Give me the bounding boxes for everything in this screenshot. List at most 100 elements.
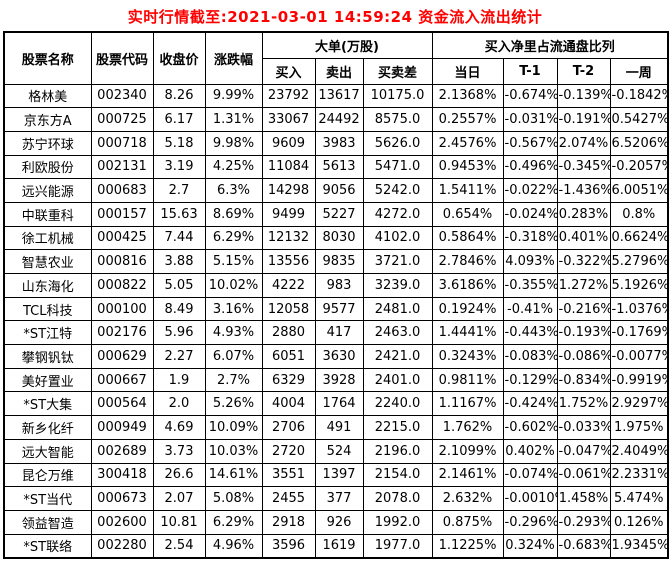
ratio-today-cell: 0.9811% bbox=[431, 367, 504, 393]
buy-volume-cell: 3551 bbox=[261, 462, 316, 488]
change-pct-cell: 3.16% bbox=[204, 296, 263, 322]
col-group-net-buy-ratio: 买入净里占流通盘比列 bbox=[431, 31, 669, 59]
table-row[interactable]: 苏宁环球 000718 5.18 9.98% 9609 3983 5626.0 … bbox=[3, 130, 669, 156]
col-header-stock-code: 股票代码 bbox=[90, 31, 154, 85]
buy-sell-diff-cell: 2481.0 bbox=[362, 296, 433, 322]
table-row[interactable]: TCL科技 000100 8.49 3.16% 12058 9577 2481.… bbox=[3, 296, 669, 322]
ratio-today-cell: 0.875% bbox=[431, 509, 504, 535]
buy-volume-cell: 9609 bbox=[261, 130, 316, 156]
ratio-week-cell: -0.0077% bbox=[609, 344, 669, 369]
capital-flow-report: 实时行情截至:2021-03-01 14:59:24 资金流入流出统计 股票名称… bbox=[0, 5, 670, 559]
ratio-t2-cell: 1.458% bbox=[556, 486, 611, 511]
table-row[interactable]: *ST当代 000673 2.07 5.08% 2455 377 2078.0 … bbox=[3, 486, 669, 511]
table-row[interactable]: 远兴能源 000683 2.7 6.3% 14298 9056 5242.0 1… bbox=[3, 178, 669, 203]
ratio-today-cell: 2.1461% bbox=[431, 462, 504, 488]
ratio-today-cell: 2.4576% bbox=[431, 130, 504, 156]
close-price-cell: 2.7 bbox=[152, 178, 206, 203]
table-row[interactable]: 徐工机械 000425 7.44 6.29% 12132 8030 4102.0… bbox=[3, 225, 669, 251]
close-price-cell: 6.17 bbox=[152, 107, 206, 132]
change-pct-cell: 9.98% bbox=[204, 130, 263, 156]
stock-code-cell: 000100 bbox=[90, 296, 154, 322]
buy-sell-diff-cell: 10175.0 bbox=[362, 83, 433, 109]
close-price-cell: 26.6 bbox=[152, 462, 206, 488]
col-header-t2: T-2 bbox=[556, 57, 611, 85]
change-pct-cell: 4.96% bbox=[204, 533, 263, 559]
ratio-week-cell: -1.0376% bbox=[609, 296, 669, 322]
table-row[interactable]: 智慧农业 000816 3.88 5.15% 13556 9835 3721.0… bbox=[3, 249, 669, 274]
close-price-cell: 3.73 bbox=[152, 438, 206, 464]
buy-sell-diff-cell: 8575.0 bbox=[362, 107, 433, 132]
change-pct-cell: 1.31% bbox=[204, 107, 263, 132]
ratio-t2-cell: -0.834% bbox=[556, 367, 611, 393]
close-price-cell: 1.9 bbox=[152, 367, 206, 393]
close-price-cell: 5.18 bbox=[152, 130, 206, 156]
col-header-sell: 卖出 bbox=[314, 57, 364, 85]
sell-volume-cell: 377 bbox=[314, 486, 364, 511]
table-row[interactable]: 新乡化纤 000949 4.69 10.09% 2706 491 2215.0 … bbox=[3, 415, 669, 440]
stock-name-cell: *ST大集 bbox=[3, 391, 92, 417]
stock-name-cell: 山东海化 bbox=[3, 273, 92, 298]
buy-volume-cell: 14298 bbox=[261, 178, 316, 203]
ratio-week-cell: -0.1769% bbox=[609, 320, 669, 346]
table-row[interactable]: 山东海化 000822 5.05 10.02% 4222 983 3239.0 … bbox=[3, 273, 669, 298]
ratio-today-cell: 1.1167% bbox=[431, 391, 504, 417]
buy-volume-cell: 4004 bbox=[261, 391, 316, 417]
ratio-t1-cell: -0.031% bbox=[502, 107, 558, 132]
table-row[interactable]: 美好置业 000667 1.9 2.7% 6329 3928 2401.0 0.… bbox=[3, 367, 669, 393]
ratio-t1-cell: -0.41% bbox=[502, 296, 558, 322]
ratio-week-cell: 0.5427% bbox=[609, 107, 669, 132]
buy-volume-cell: 2706 bbox=[261, 415, 316, 440]
table-row[interactable]: 格林美 002340 8.26 9.99% 23792 13617 10175.… bbox=[3, 83, 669, 109]
stock-code-cell: 300418 bbox=[90, 462, 154, 488]
stock-code-cell: 000683 bbox=[90, 178, 154, 203]
table-row[interactable]: *ST大集 000564 2.0 5.26% 4004 1764 2240.0 … bbox=[3, 391, 669, 417]
close-price-cell: 3.88 bbox=[152, 249, 206, 274]
ratio-t2-cell: -0.322% bbox=[556, 249, 611, 274]
change-pct-cell: 4.93% bbox=[204, 320, 263, 346]
ratio-week-cell: -0.1842% bbox=[609, 83, 669, 109]
ratio-t1-cell: -0.318% bbox=[502, 225, 558, 251]
buy-volume-cell: 11084 bbox=[261, 154, 316, 180]
table-row[interactable]: 昆仑万维 300418 26.6 14.61% 3551 1397 2154.0… bbox=[3, 462, 669, 488]
table-row[interactable]: 领益智造 002600 10.81 6.29% 2918 926 1992.0 … bbox=[3, 509, 669, 535]
stock-name-cell: 攀钢钒钛 bbox=[3, 344, 92, 369]
buy-sell-diff-cell: 2421.0 bbox=[362, 344, 433, 369]
stock-name-cell: *ST联络 bbox=[3, 533, 92, 559]
close-price-cell: 2.54 bbox=[152, 533, 206, 559]
buy-sell-diff-cell: 2154.0 bbox=[362, 462, 433, 488]
table-row[interactable]: 利欧股份 002131 3.19 4.25% 11084 5613 5471.0… bbox=[3, 154, 669, 180]
table-row[interactable]: *ST联络 002280 2.54 4.96% 3596 1619 1977.0… bbox=[3, 533, 669, 559]
ratio-today-cell: 2.632% bbox=[431, 486, 504, 511]
table-row[interactable]: *ST江特 002176 5.96 4.93% 2880 417 2463.0 … bbox=[3, 320, 669, 346]
change-pct-cell: 5.08% bbox=[204, 486, 263, 511]
change-pct-cell: 14.61% bbox=[204, 462, 263, 488]
ratio-t1-cell: -0.443% bbox=[502, 320, 558, 346]
table-row[interactable]: 远大智能 002689 3.73 10.03% 2720 524 2196.0 … bbox=[3, 438, 669, 464]
stock-name-cell: 格林美 bbox=[3, 83, 92, 109]
sell-volume-cell: 1764 bbox=[314, 391, 364, 417]
col-header-change-pct: 涨跌幅 bbox=[204, 31, 263, 85]
ratio-week-cell: 1.975% bbox=[609, 415, 669, 440]
stock-code-cell: 000949 bbox=[90, 415, 154, 440]
sell-volume-cell: 1619 bbox=[314, 533, 364, 559]
stock-code-cell: 002176 bbox=[90, 320, 154, 346]
buy-sell-diff-cell: 2215.0 bbox=[362, 415, 433, 440]
col-header-t1: T-1 bbox=[502, 57, 558, 85]
buy-volume-cell: 6329 bbox=[261, 367, 316, 393]
table-row[interactable]: 攀钢钒钛 000629 2.27 6.07% 6051 3630 2421.0 … bbox=[3, 344, 669, 369]
stock-name-cell: *ST当代 bbox=[3, 486, 92, 511]
table-row[interactable]: 中联重科 000157 15.63 8.69% 9499 5227 4272.0… bbox=[3, 201, 669, 227]
col-group-large-orders: 大单(万股) bbox=[261, 31, 433, 59]
close-price-cell: 5.05 bbox=[152, 273, 206, 298]
ratio-t2-cell: -0.683% bbox=[556, 533, 611, 559]
sell-volume-cell: 1397 bbox=[314, 462, 364, 488]
sell-volume-cell: 983 bbox=[314, 273, 364, 298]
ratio-week-cell: 0.126% bbox=[609, 509, 669, 535]
stock-name-cell: 京东方A bbox=[3, 107, 92, 132]
table-row[interactable]: 京东方A 000725 6.17 1.31% 33067 24492 8575.… bbox=[3, 107, 669, 132]
ratio-t1-cell: -0.022% bbox=[502, 178, 558, 203]
close-price-cell: 5.96 bbox=[152, 320, 206, 346]
ratio-today-cell: 1.4441% bbox=[431, 320, 504, 346]
change-pct-cell: 5.15% bbox=[204, 249, 263, 274]
close-price-cell: 4.69 bbox=[152, 415, 206, 440]
